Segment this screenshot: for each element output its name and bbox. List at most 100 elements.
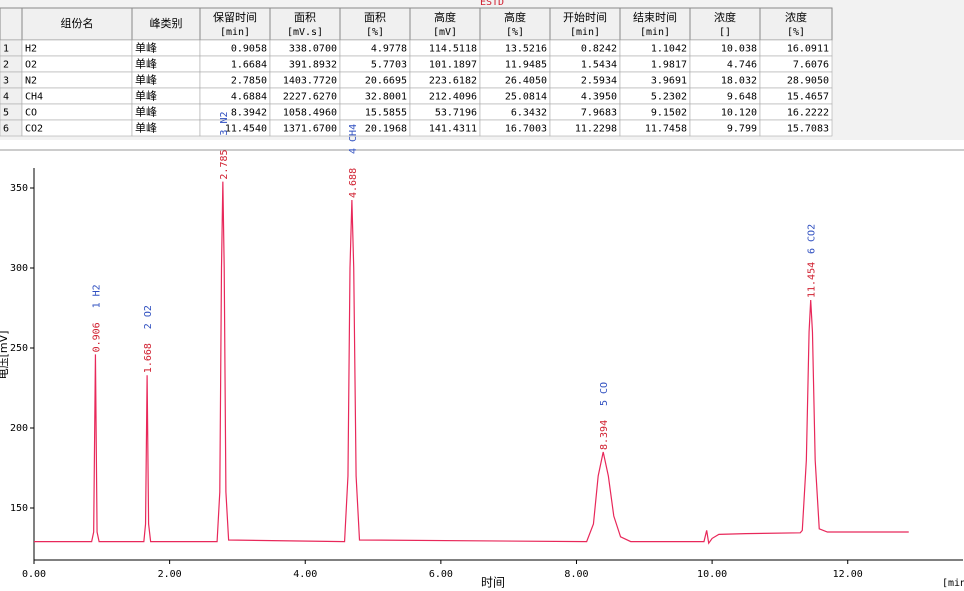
peak-label: 11.454 6 CO2 (807, 224, 818, 298)
header-text: 峰类别 (150, 16, 183, 30)
table-cell-text: CO (25, 108, 37, 119)
table-cell-text: O2 (25, 60, 37, 71)
peak-name: 2 O2 (143, 305, 154, 329)
y-axis-label: 电压[mV] (0, 331, 10, 380)
table-cell-text: 9.799 (727, 124, 757, 135)
table-cell-text: 6.3432 (511, 108, 547, 119)
table-cell-text: 11.4540 (225, 124, 267, 135)
x-tick-label: 10.00 (697, 569, 727, 580)
y-tick-label: 150 (10, 503, 28, 514)
table-cell-text: 单峰 (135, 58, 157, 71)
table-cell-text: 单峰 (135, 74, 157, 87)
table-cell-text: 16.7003 (505, 124, 547, 135)
table-cell-text: 15.7083 (787, 124, 829, 135)
table-cell-text: 26.4050 (505, 76, 547, 87)
table-cell (21, 55, 133, 73)
header-unit: [min] (570, 27, 600, 38)
table-cell-text: 4.9778 (371, 44, 407, 55)
header-text: 浓度 (785, 10, 807, 24)
x-tick-label: 12.00 (833, 569, 863, 580)
table-cell-text: 2227.6270 (283, 92, 337, 103)
table-cell-text: 2.5934 (581, 76, 617, 87)
peak-name: 1 H2 (91, 284, 102, 308)
y-tick-label: 350 (10, 183, 28, 194)
table-cell-text: 16.0911 (787, 44, 829, 55)
table-cell-text: 338.0700 (289, 44, 337, 55)
header-text: 浓度 (714, 10, 736, 24)
x-tick-label: 4.00 (293, 569, 317, 580)
table-cell-text: CO2 (25, 124, 43, 135)
table-cell-text: 1058.4960 (283, 108, 337, 119)
peak-time: 4.688 (348, 168, 359, 198)
table-title: ESTD (480, 0, 504, 8)
table-cell-text: 20.1968 (365, 124, 407, 135)
table-cell-text: 4.746 (727, 60, 757, 71)
table-cell-text: 11.7458 (645, 124, 687, 135)
peak-label: 1.668 2 O2 (143, 305, 154, 373)
peak-label: 2.785 3 N2 (219, 112, 230, 180)
y-tick-label: 200 (10, 423, 28, 434)
table-cell-text: 32.8001 (365, 92, 407, 103)
header-unit: [min] (220, 27, 250, 38)
table-cell-text: 1.9817 (651, 60, 687, 71)
table-cell (759, 119, 833, 137)
row-number: 5 (3, 108, 9, 119)
peak-name: 5 CO (599, 382, 610, 406)
table-cell-text: 0.9058 (231, 44, 267, 55)
peak-name: 3 N2 (219, 112, 230, 136)
row-number: 1 (3, 44, 9, 55)
header-unit: [%] (366, 27, 384, 38)
header-unit: [%] (506, 27, 524, 38)
table-cell-text: 7.9683 (581, 108, 617, 119)
table-cell (21, 71, 133, 89)
peak-label: 4.688 4 CH4 (348, 124, 359, 198)
peak-name: 6 CO2 (807, 224, 818, 254)
table-cell-text: 9.1502 (651, 108, 687, 119)
header-text: 组份名 (61, 16, 94, 30)
table-cell-text: 20.6695 (365, 76, 407, 87)
peak-time: 8.394 (599, 420, 610, 450)
x-tick-label: 0.00 (22, 569, 46, 580)
table-cell-text: 单峰 (135, 90, 157, 103)
table-cell-text: 4.6884 (231, 92, 267, 103)
table-cell-text: 5.7703 (371, 60, 407, 71)
header-unit: [%] (787, 27, 805, 38)
peak-time: 1.668 (143, 343, 154, 373)
x-tick-label: 8.00 (564, 569, 588, 580)
header-cell (479, 7, 551, 41)
table-cell-text: 101.1897 (429, 60, 477, 71)
peak-time: 11.454 (807, 262, 818, 298)
table-cell-text: 53.7196 (435, 108, 477, 119)
table-cell-text: 7.6076 (793, 60, 829, 71)
table-cell-text: H2 (25, 44, 37, 55)
peak-time: 0.906 (91, 322, 102, 352)
table-cell-text: 212.4096 (429, 92, 477, 103)
table-cell-text: 15.4657 (787, 92, 829, 103)
table-cell-text: 11.9485 (505, 60, 547, 71)
table-cell-text: 单峰 (135, 106, 157, 119)
table-cell-text: 16.2222 (787, 108, 829, 119)
table-cell-text: CH4 (25, 92, 43, 103)
peak-time: 2.785 (219, 149, 230, 179)
x-tick-label: 6.00 (429, 569, 453, 580)
table-cell-text: 2.7850 (231, 76, 267, 87)
x-tick-label: 2.00 (158, 569, 182, 580)
header-unit: [] (719, 27, 731, 38)
header-text: 高度 (504, 10, 526, 24)
table-cell-text: 10.120 (721, 108, 757, 119)
header-text: 高度 (434, 10, 456, 24)
row-number: 2 (3, 60, 9, 71)
table-cell (21, 103, 133, 121)
row-number: 4 (3, 92, 9, 103)
table-cell-text: 25.0814 (505, 92, 547, 103)
header-unit: [mV] (433, 27, 457, 38)
table-cell-text: 1.5434 (581, 60, 617, 71)
table-cell-text: 28.9050 (787, 76, 829, 87)
header-text: 结束时间 (633, 11, 677, 24)
table-cell-text: 223.6182 (429, 76, 477, 87)
table-cell-text: 11.2298 (575, 124, 617, 135)
table-cell-text: 1371.6700 (283, 124, 337, 135)
trace (34, 181, 909, 545)
x-unit: [min (942, 578, 964, 589)
table-cell-text: 18.032 (721, 76, 757, 87)
